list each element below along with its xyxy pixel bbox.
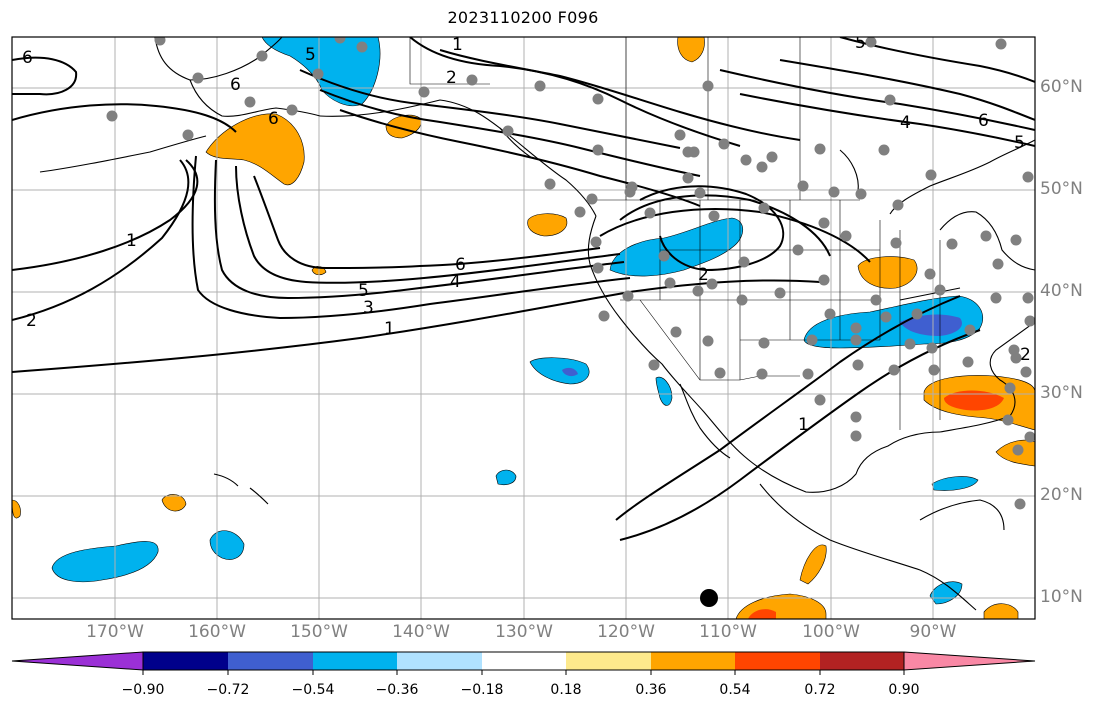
colorbar-tick-label: −0.18 [460, 682, 504, 698]
positive-anomaly-region [161, 494, 187, 512]
positive-anomaly-region [677, 37, 705, 63]
colorbar-tick-label: 0.18 [550, 682, 582, 698]
colorbar-frame [142, 651, 905, 671]
positive-anomaly-region [205, 113, 305, 186]
lon-label: 150°W [290, 622, 348, 642]
colorbar-extend-high [903, 651, 1036, 671]
lon-label: 90°W [909, 622, 957, 642]
colorbar [11, 651, 1036, 675]
negative-anomaly-region [209, 530, 245, 560]
colorbar-bin [651, 652, 735, 670]
lat-label: 40°N [1040, 281, 1083, 301]
lat-label: 60°N [1040, 77, 1083, 97]
positive-anomaly-region [857, 256, 918, 289]
positive-anomaly-region [799, 544, 827, 585]
map-title: 2023110200 F096 [447, 8, 599, 27]
contour-label: 1 [452, 35, 463, 55]
lat-label: 50°N [1040, 179, 1083, 199]
lon-label: 100°W [802, 622, 860, 642]
reference-point-marker [700, 589, 718, 607]
contour-lines [12, 37, 1035, 541]
contour-label: 6 [230, 75, 241, 95]
colorbar-bin [566, 652, 651, 670]
colorbar-tick-label: 0.72 [804, 682, 836, 698]
contour-label: 1 [798, 415, 809, 435]
strong-positive-anomaly-region [944, 390, 1004, 411]
negative-anomaly-region [495, 469, 517, 486]
positive-anomaly-region [527, 213, 568, 237]
political-boundaries [409, 37, 941, 430]
colorbar-bin [482, 652, 566, 670]
strong-negative-anomaly-region [900, 314, 962, 336]
colorbar-tick-label: −0.54 [291, 682, 335, 698]
contour-label: 4 [900, 113, 911, 133]
colorbar-tick-label: −0.36 [375, 682, 419, 698]
contour-label: 4 [450, 272, 461, 292]
lat-label: 20°N [1040, 485, 1083, 505]
strong-positive-anomaly-region [748, 609, 776, 619]
positive-anomaly-region [12, 499, 21, 519]
map-frame [11, 36, 1036, 620]
colorbar-bin [820, 652, 904, 670]
contour-label: 2 [1020, 345, 1031, 365]
strong-negative-anomaly-region [562, 367, 578, 377]
station-markers [106, 37, 1035, 510]
lon-label: 110°W [699, 622, 757, 642]
colorbar-bin [397, 652, 482, 670]
contour-label: 1 [126, 231, 137, 251]
negative-anomaly-region [529, 357, 590, 385]
colorbar-tick-label: 0.90 [888, 682, 920, 698]
lon-label: 160°W [188, 622, 246, 642]
contour-label: 6 [268, 109, 279, 129]
colorbar-extend-low [11, 651, 144, 671]
positive-anomaly-region [983, 603, 1019, 619]
contour-label: 2 [26, 311, 37, 331]
contour-labels: 6 6 6 5 1 2 2 1 6 4 5 5 4 3 6 5 1 2 1 2 [22, 33, 1031, 435]
negative-anomaly-region [655, 376, 673, 406]
lon-label: 120°W [597, 622, 655, 642]
colorbar-bin [143, 652, 228, 670]
lon-label: 140°W [392, 622, 450, 642]
contour-label: 6 [455, 255, 466, 275]
contour-label: 5 [855, 33, 866, 53]
contour-label: 5 [305, 45, 316, 65]
contour-label: 1 [384, 319, 395, 339]
anomaly-fills [12, 37, 1035, 619]
contour-label: 2 [446, 68, 457, 88]
colorbar-tick-label: 0.36 [635, 682, 667, 698]
colorbar-tick-label: −0.72 [206, 682, 250, 698]
lon-label: 130°W [495, 622, 553, 642]
contour-label: 5 [1014, 133, 1025, 153]
colorbar-bin [313, 652, 397, 670]
negative-anomaly-region [609, 217, 744, 277]
contour-label: 6 [22, 48, 33, 68]
gridlines [12, 37, 1035, 619]
lat-label: 10°N [1040, 587, 1083, 607]
colorbar-bin [735, 652, 820, 670]
colorbar-bin [228, 652, 313, 670]
contour-label: 5 [358, 281, 369, 301]
colorbar-tick-label: −0.90 [121, 682, 165, 698]
map-area: 6 6 6 5 1 2 2 1 6 4 5 5 4 3 6 5 1 2 1 2 [12, 33, 1035, 619]
lat-label: 30°N [1040, 383, 1083, 403]
contour-label: 3 [363, 298, 374, 318]
lon-label: 170°W [86, 622, 144, 642]
negative-anomaly-region [51, 541, 159, 583]
contour-label: 2 [698, 265, 709, 285]
contour-label: 6 [978, 111, 989, 131]
negative-anomaly-region [931, 476, 979, 491]
colorbar-tick-label: 0.54 [719, 682, 751, 698]
